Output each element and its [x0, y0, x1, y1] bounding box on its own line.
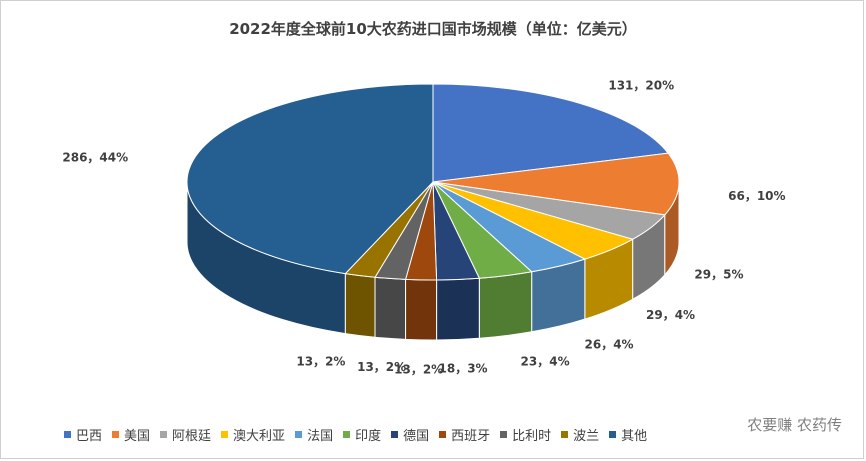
legend-item-阿根廷: 阿根廷: [160, 425, 211, 444]
data-label-西班牙: 13，2%: [394, 362, 443, 376]
legend-swatch: [391, 430, 399, 438]
pie-slice-波兰-side: [344, 272, 376, 338]
legend-item-巴西: 巴西: [64, 425, 102, 444]
legend-label: 西班牙: [451, 428, 491, 444]
legend-label: 美国: [124, 428, 151, 444]
legend-item-印度: 印度: [343, 425, 381, 444]
legend-swatch: [160, 430, 168, 438]
pie-slice-德国-side: [436, 277, 480, 341]
pie-slice-美国: [432, 152, 680, 216]
legend-swatch: [112, 430, 120, 438]
legend-label: 比利时: [512, 428, 552, 444]
legend-label: 法国: [307, 428, 334, 444]
legend-item-比利时: 比利时: [500, 425, 551, 444]
legend-label: 澳大利亚: [233, 428, 286, 444]
legend-swatch: [221, 430, 229, 438]
pie-slice-西班牙-side: [405, 278, 438, 341]
pie-slice-比利时-side: [374, 276, 407, 340]
legend-item-德国: 德国: [391, 425, 429, 444]
legend-label: 德国: [403, 428, 430, 444]
legend-swatch: [343, 430, 351, 438]
legend-swatch: [439, 430, 447, 438]
legend-item-澳大利亚: 澳大利亚: [221, 425, 285, 444]
data-label-比利时: 13，2%: [357, 360, 406, 374]
data-label-美国: 66，10%: [728, 189, 785, 203]
legend-label: 阿根廷: [172, 428, 212, 444]
data-label-印度: 23，4%: [521, 355, 570, 369]
legend-item-美国: 美国: [112, 425, 150, 444]
legend-swatch: [500, 430, 508, 438]
data-label-波兰: 13，2%: [296, 355, 345, 369]
data-label-阿根廷: 29，5%: [694, 268, 743, 282]
legend-item-其他: 其他: [609, 425, 647, 444]
data-label-德国: 18，3%: [439, 362, 488, 376]
legend-label: 巴西: [76, 428, 103, 444]
legend-swatch: [295, 430, 303, 438]
data-label-澳大利亚: 29，4%: [646, 308, 695, 322]
legend-item-波兰: 波兰: [561, 425, 599, 444]
legend-swatch: [64, 430, 71, 438]
legend-swatch: [561, 430, 569, 438]
data-label-法国: 26，4%: [585, 337, 634, 351]
legend-swatch: [609, 430, 617, 438]
data-label-巴西: 131，20%: [608, 78, 674, 92]
pie-slice-巴西: [432, 83, 670, 183]
legend-label: 印度: [355, 428, 382, 444]
chart-title: 2022年度全球前10大农药进口国市场规模（单位：亿美元）: [229, 20, 637, 38]
legend: 巴西 美国 阿根廷 澳大利亚 法国 印度 德国 西班牙 比利时 波兰 其他: [64, 425, 657, 444]
pie-slice-其他: [186, 83, 434, 275]
legend-label: 波兰: [573, 428, 600, 444]
legend-item-法国: 法国: [295, 425, 333, 444]
data-label-其他: 286，44%: [62, 151, 128, 165]
watermark: 农要赚 农药传: [747, 416, 842, 434]
pie-slice-印度-side: [478, 271, 533, 339]
legend-item-西班牙: 西班牙: [439, 425, 490, 444]
legend-label: 其他: [621, 428, 648, 444]
